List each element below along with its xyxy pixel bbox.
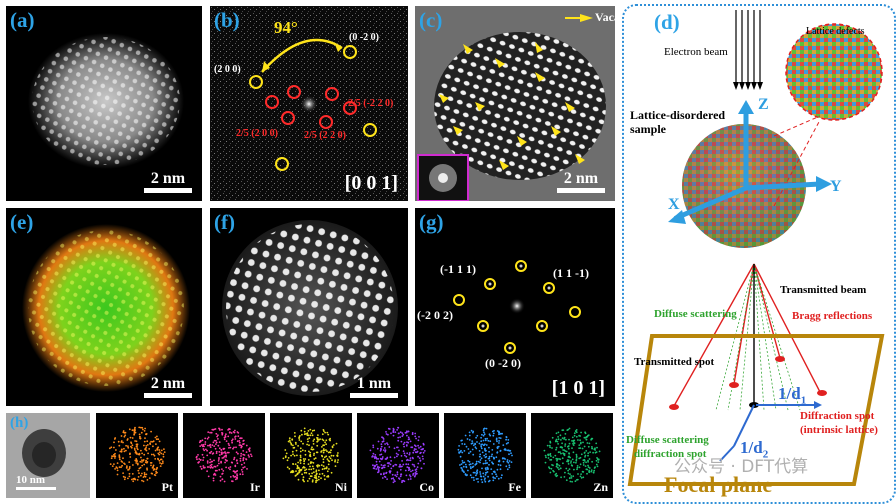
- panel-e-scalebar: 2 nm: [144, 375, 192, 398]
- panel-e-scale-bar: [144, 393, 192, 398]
- panel-g-spot-m020: (0 -2 0): [485, 356, 521, 370]
- eds-map-co: Co: [357, 413, 439, 498]
- panel-a-scale-bar: [144, 188, 192, 193]
- panel-d-sample: Lattice-disordered sample: [630, 108, 726, 136]
- panel-d-diffraction-spot: Diffraction spot: [800, 410, 875, 422]
- eds-map-zn: Zn: [531, 413, 613, 498]
- eds-map-dots: [282, 427, 339, 484]
- eds-label-pt: Pt: [161, 480, 173, 494]
- eds-label-ni: Ni: [335, 480, 347, 494]
- eds-map-pt: Pt: [96, 413, 178, 498]
- panel-d-transmitted-spot: Transmitted spot: [634, 356, 715, 368]
- eds-label-co: Co: [419, 480, 434, 494]
- panel-c-image: [415, 6, 615, 201]
- panel-d-label: (d): [654, 10, 680, 34]
- panel-d-diffuse-spot-1: Diffuse scattering: [626, 434, 709, 446]
- panel-e: (e) 2 nm: [6, 208, 202, 406]
- panel-f: (f) 1 nm: [210, 208, 408, 406]
- panel-h-scale-text: 10 nm: [16, 474, 46, 486]
- panel-g-zone-axis: [1 0 1]: [551, 377, 605, 399]
- eds-label-zn: Zn: [593, 480, 608, 494]
- panel-b-angle: 94°: [274, 18, 298, 37]
- panel-b-zone-axis: [0 0 1]: [344, 172, 398, 194]
- panel-b-spot-r220: 2/5 (-2 2 0): [348, 98, 394, 109]
- panel-d-d1: 1/d1: [778, 384, 807, 407]
- panel-d-intrinsic: (intrinsic lattice): [800, 424, 878, 436]
- eds-map-dots: [457, 427, 513, 484]
- panel-g-label: (g): [419, 210, 444, 234]
- panel-d-schematic: [627, 10, 885, 486]
- panel-h: (h) 10 nm: [6, 413, 90, 498]
- panel-d-d2: 1/d2: [740, 438, 769, 461]
- eds-label-ir: Ir: [250, 480, 260, 494]
- panel-g-spot-m111: (-1 1 1): [440, 262, 476, 276]
- panel-d-bragg: Bragg reflections: [792, 310, 873, 322]
- panel-d-axis-x: X: [668, 196, 680, 213]
- panel-f-scale-text: 1 nm: [356, 375, 392, 392]
- eds-label-fe: Fe: [508, 480, 521, 494]
- panel-d-lattice-defects: Lattice defects: [806, 26, 865, 37]
- panel-a: (a) 2 nm: [6, 6, 202, 201]
- eds-map-fe: Fe: [444, 413, 526, 498]
- panel-e-image: [22, 224, 190, 392]
- panel-g-spot-p11m1: (1 1 -1): [553, 266, 589, 280]
- panel-h-image: [6, 413, 90, 498]
- panel-c-label: (c): [419, 8, 443, 32]
- panel-b-spot-020: (0 -2 0): [349, 32, 379, 43]
- panel-c-scale-bar: [557, 188, 605, 193]
- panel-h-scale-bar: [16, 487, 56, 490]
- panel-a-scale-text: 2 nm: [150, 170, 186, 187]
- panel-h-label: (h): [10, 415, 29, 431]
- panel-b-fft: [210, 6, 408, 201]
- panel-d-watermark: 公众号 · DFT代算: [674, 457, 809, 477]
- panel-c-scale-text: 2 nm: [563, 170, 599, 187]
- panel-f-scalebar: 1 nm: [350, 375, 398, 398]
- panel-d-axis-z: Z: [758, 96, 769, 113]
- eds-map-ir: Ir: [183, 413, 265, 498]
- panel-g-fft: [453, 260, 581, 354]
- panel-d-diffuse-scattering: Diffuse scattering: [654, 308, 737, 320]
- panel-c-inset: [417, 154, 469, 201]
- panel-b-spot-r220b: 2/5 (2 2 0): [304, 130, 346, 141]
- panel-b-label: (b): [214, 8, 240, 32]
- panel-d-axis-y: Y: [830, 178, 842, 195]
- panel-b-spot-r200: 2/5 (2 0 0): [236, 128, 278, 139]
- panel-a-scalebar: 2 nm: [144, 170, 192, 193]
- eds-map-dots: [543, 427, 601, 483]
- panel-e-scale-text: 2 nm: [150, 375, 186, 392]
- panel-c-scalebar: 2 nm: [557, 170, 605, 193]
- panel-d-diffuse-spot-2: diffraction spot: [634, 448, 707, 460]
- eds-map-dots: [109, 426, 166, 483]
- panel-d-electron-beam: Electron beam: [664, 46, 728, 58]
- panel-f-scale-bar: [350, 393, 398, 398]
- eds-map-dots: [195, 427, 253, 483]
- panel-a-image: [28, 33, 184, 169]
- panel-b-spot-200: (2 0 0): [214, 64, 241, 75]
- panel-c-legend: Vacancy: [595, 10, 615, 24]
- eds-map-dots: [369, 426, 426, 484]
- panel-d: (d) Electron beam Lattice defects Lattic…: [622, 4, 896, 504]
- panel-e-label: (e): [10, 210, 34, 234]
- panel-a-label: (a): [10, 8, 35, 32]
- panel-b: (b) 94° (0 -2 0) (2 0 0) 2/5 (-2 2 0) 2/…: [210, 6, 408, 201]
- panel-f-image: [222, 220, 398, 396]
- panel-g: (g) (-1 1 1) (1 1 -1) (-2 0 2) (0 -2 0) …: [415, 208, 615, 406]
- panel-d-transmitted-beam: Transmitted beam: [780, 284, 867, 296]
- eds-map-ni: Ni: [270, 413, 352, 498]
- panel-c: (c) Vacancy 2 nm: [415, 6, 615, 201]
- panel-f-label: (f): [214, 210, 235, 234]
- panel-g-spot-m202: (-2 0 2): [417, 308, 453, 322]
- panel-d-focal-plane: Focal plane: [664, 472, 773, 497]
